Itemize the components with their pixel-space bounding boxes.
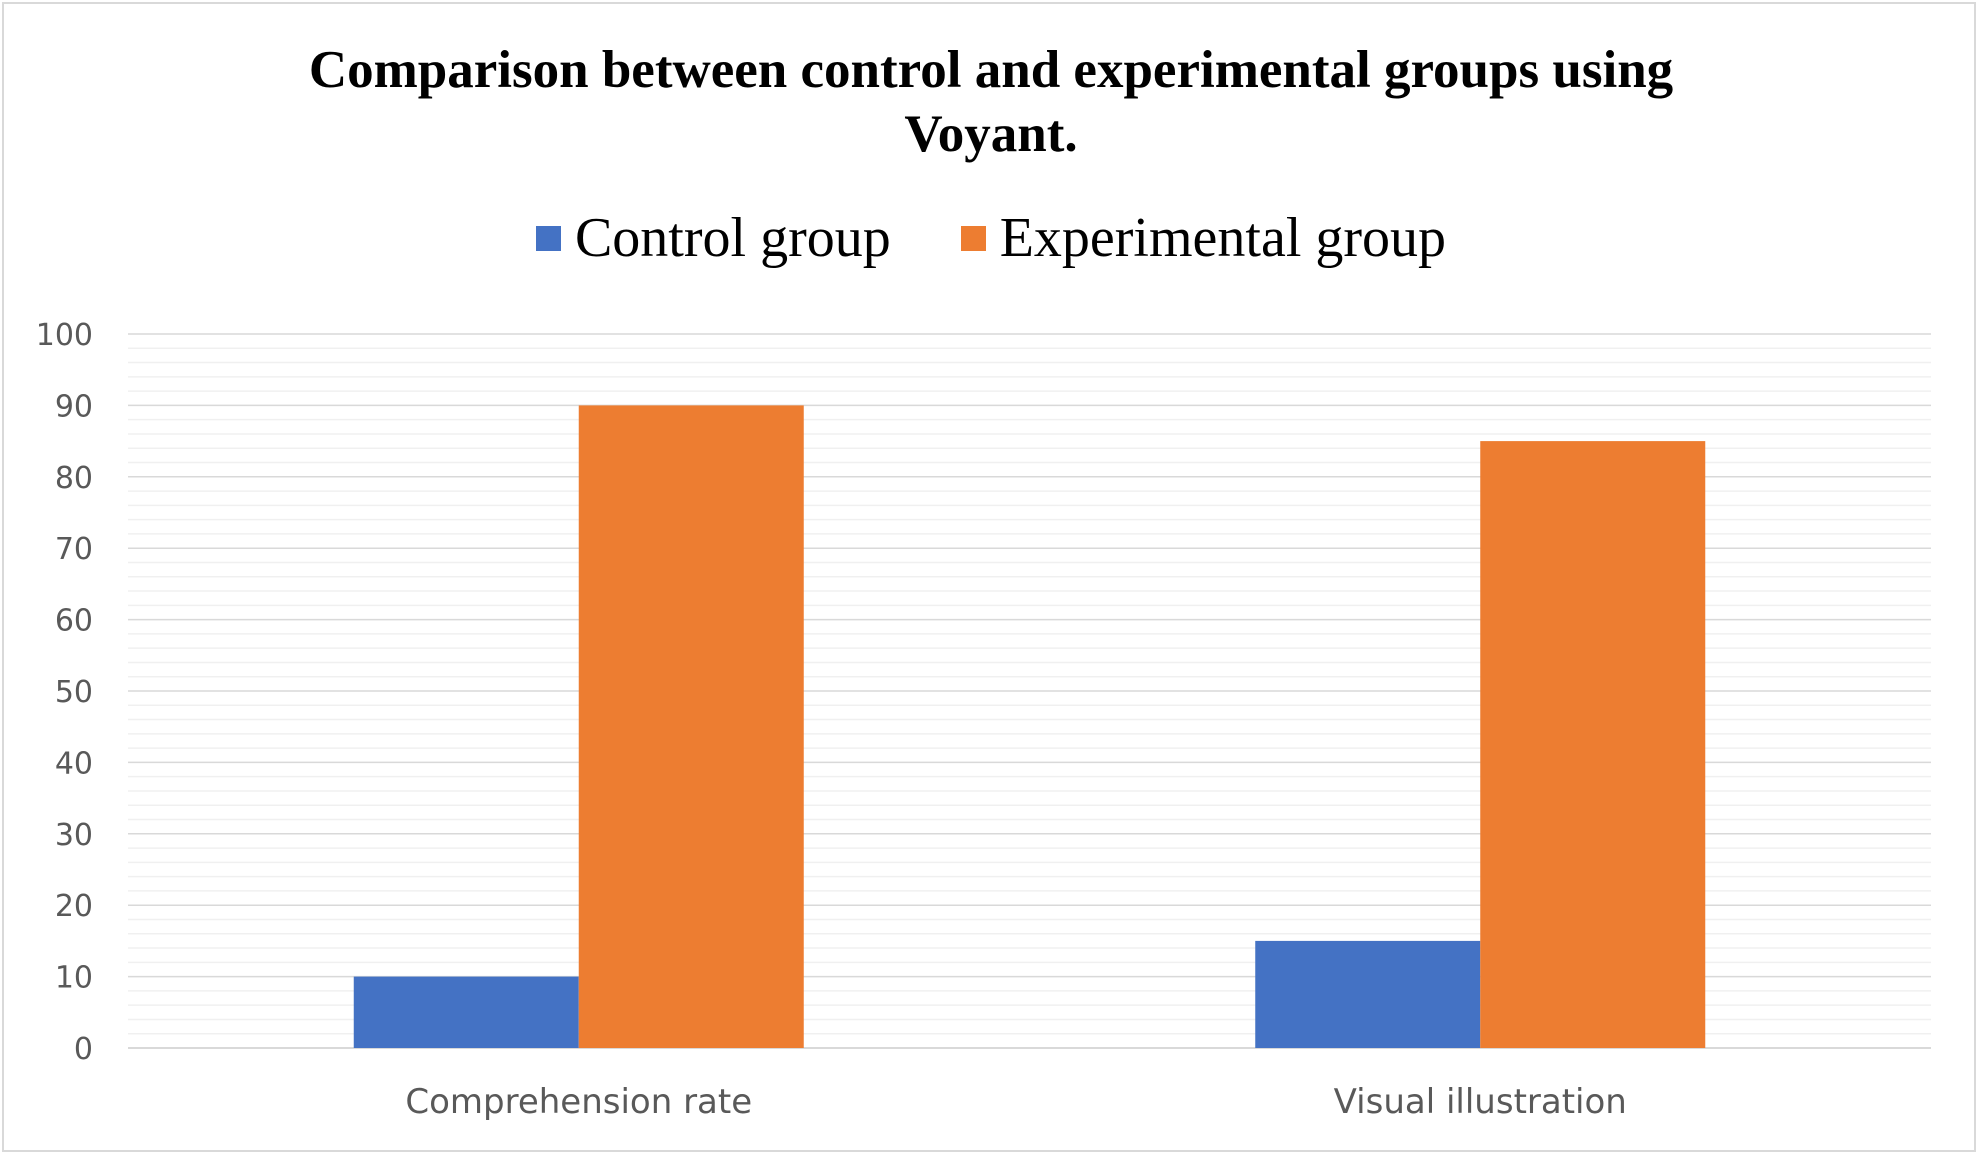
chart-title: Comparison between control and experimen… xyxy=(0,38,1982,166)
legend-item-experimental-group: Experimental group xyxy=(960,206,1447,270)
y-tick-label: 40 xyxy=(55,746,93,781)
y-tick-label: 20 xyxy=(55,889,93,924)
y-tick-label: 10 xyxy=(55,961,93,996)
chart-title-line-1: Comparison between control and experimen… xyxy=(308,41,1674,99)
chart-title-line-2: Voyant. xyxy=(904,105,1078,163)
legend-item-control-group: Control group xyxy=(535,206,891,270)
legend-swatch-control-group xyxy=(535,225,561,251)
y-tick-label: 0 xyxy=(74,1032,93,1067)
bar-experimental-group-0 xyxy=(578,405,804,1048)
bar-control-group-1 xyxy=(1255,940,1481,1048)
axis: 0 10 20 30 40 50 60 70 80 90 100 Comprehension rate… xyxy=(36,318,1627,1122)
legend-label-control-group: Control group xyxy=(574,207,891,269)
y-tick-label: 50 xyxy=(55,675,93,710)
x-category-label: Comprehension rate xyxy=(405,1082,752,1122)
y-tick-label: 60 xyxy=(55,604,93,639)
y-tick-label: 80 xyxy=(55,461,93,496)
y-tick-label: 90 xyxy=(55,389,93,424)
x-category-label: Visual illustration xyxy=(1334,1082,1627,1122)
bar-control-group-0 xyxy=(353,976,579,1048)
bars xyxy=(353,405,1706,1049)
bar-experimental-group-1 xyxy=(1480,441,1706,1049)
legend-label-experimental-group: Experimental group xyxy=(999,207,1447,269)
y-tick-label: 100 xyxy=(36,318,93,353)
y-tick-label: 30 xyxy=(55,818,93,853)
chart-legend: Control group Experimental group xyxy=(0,206,1982,270)
y-tick-label: 70 xyxy=(55,532,93,567)
legend-swatch-experimental-group xyxy=(960,225,986,251)
